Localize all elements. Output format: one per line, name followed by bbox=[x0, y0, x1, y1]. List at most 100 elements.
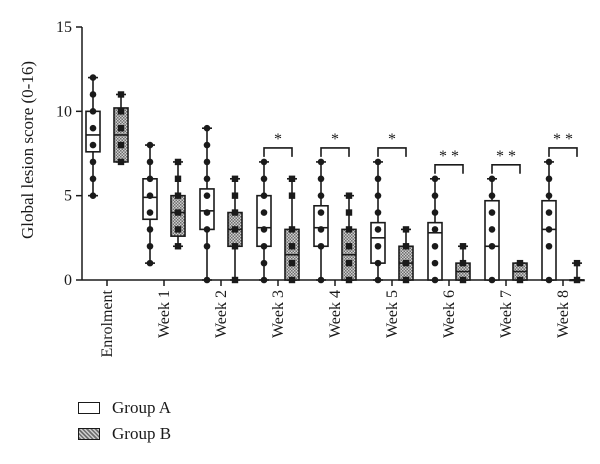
x-tick-label: Week 5 bbox=[384, 290, 401, 338]
data-point-group-b bbox=[459, 259, 467, 267]
data-point-group-b bbox=[516, 276, 524, 284]
y-tick-label: 15 bbox=[56, 19, 72, 36]
x-tick-label: Week 3 bbox=[270, 290, 287, 338]
significance-bracket bbox=[434, 164, 464, 174]
data-point-group-a bbox=[260, 209, 268, 216]
data-point-group-a bbox=[203, 192, 211, 199]
data-point-group-a bbox=[374, 242, 382, 250]
data-point-group-b bbox=[174, 192, 182, 199]
data-point-group-a bbox=[545, 192, 553, 199]
legend-item-group-a: Group A bbox=[78, 396, 171, 420]
significance-bracket bbox=[263, 147, 293, 157]
data-point-group-a bbox=[317, 158, 325, 166]
data-point-group-b bbox=[345, 276, 353, 284]
data-point-group-b bbox=[231, 175, 239, 182]
data-point-group-b bbox=[288, 226, 296, 233]
data-point-group-b bbox=[174, 209, 182, 216]
x-tick-label: Week 7 bbox=[498, 290, 515, 338]
data-point-group-a bbox=[203, 175, 211, 183]
data-point-group-a bbox=[203, 141, 211, 149]
data-point-group-a bbox=[431, 175, 439, 183]
data-point-group-b bbox=[117, 108, 125, 115]
data-point-group-a bbox=[431, 192, 439, 199]
data-point-group-a bbox=[89, 124, 97, 132]
data-point-group-a bbox=[203, 242, 211, 250]
data-point-group-a bbox=[374, 209, 382, 216]
legend-label-group-a: Group A bbox=[112, 398, 172, 417]
data-point-group-a bbox=[488, 175, 496, 183]
significance-label: * * bbox=[553, 131, 573, 148]
data-point-group-a bbox=[89, 158, 97, 166]
data-point-group-a bbox=[89, 108, 97, 115]
data-point-group-a bbox=[488, 242, 496, 250]
data-point-group-a bbox=[260, 192, 268, 199]
y-axis-title: Global lesion score (0-16) bbox=[18, 61, 37, 239]
data-point-group-b bbox=[174, 243, 182, 250]
data-point-group-b bbox=[117, 158, 125, 166]
data-point-group-b bbox=[117, 91, 125, 98]
data-point-group-a bbox=[260, 175, 268, 183]
data-point-group-b bbox=[345, 192, 353, 199]
data-point-group-b bbox=[231, 276, 239, 284]
data-point-group-a bbox=[146, 141, 154, 149]
data-point-group-b bbox=[231, 192, 239, 199]
data-point-group-b bbox=[345, 209, 353, 216]
data-point-group-a bbox=[431, 209, 439, 216]
data-point-group-a bbox=[374, 259, 382, 267]
data-point-group-b bbox=[516, 259, 524, 267]
legend: Group A Group B bbox=[78, 396, 171, 448]
data-point-group-a bbox=[260, 242, 268, 250]
data-point-group-a bbox=[488, 209, 496, 216]
data-point-group-b bbox=[459, 243, 467, 250]
legend-swatch-group-a bbox=[78, 402, 100, 414]
data-point-group-a bbox=[317, 192, 325, 199]
data-point-group-a bbox=[203, 209, 211, 216]
data-point-group-b bbox=[402, 276, 410, 284]
data-point-group-a bbox=[146, 175, 154, 183]
x-tick-label: Week 6 bbox=[441, 290, 458, 338]
data-point-group-b bbox=[345, 226, 353, 233]
data-point-group-a bbox=[146, 226, 154, 233]
data-point-group-b bbox=[288, 243, 296, 250]
data-point-group-a bbox=[488, 192, 496, 199]
legend-label-group-b: Group B bbox=[112, 424, 172, 443]
data-point-group-b bbox=[174, 158, 182, 166]
significance-bracket bbox=[377, 147, 407, 157]
significance-label: * bbox=[274, 131, 282, 148]
data-point-group-a bbox=[431, 259, 439, 267]
data-point-group-b bbox=[174, 226, 182, 233]
data-point-group-b bbox=[288, 276, 296, 284]
data-point-group-b bbox=[117, 141, 125, 149]
data-point-group-a bbox=[89, 74, 97, 81]
data-point-group-a bbox=[203, 226, 211, 233]
data-point-group-a bbox=[545, 226, 553, 233]
significance-label: * * bbox=[439, 148, 459, 165]
data-point-group-a bbox=[89, 141, 97, 149]
legend-item-group-b: Group B bbox=[78, 422, 171, 446]
data-point-group-a bbox=[317, 276, 325, 284]
data-point-group-a bbox=[431, 242, 439, 250]
y-tick-label: 5 bbox=[64, 188, 72, 205]
data-point-group-a bbox=[545, 242, 553, 250]
significance-label: * bbox=[388, 131, 396, 148]
significance-bracket bbox=[548, 147, 578, 157]
data-point-group-a bbox=[89, 91, 97, 98]
significance-bracket bbox=[491, 164, 521, 174]
data-point-group-b bbox=[459, 276, 467, 284]
data-point-group-a bbox=[146, 209, 154, 216]
data-point-group-a bbox=[146, 192, 154, 199]
x-tick-label: Week 2 bbox=[213, 290, 230, 338]
data-point-group-a bbox=[545, 209, 553, 216]
data-point-group-a bbox=[431, 276, 439, 284]
data-point-group-a bbox=[374, 192, 382, 199]
data-point-group-a bbox=[317, 209, 325, 216]
data-point-group-b bbox=[288, 259, 296, 267]
data-point-group-a bbox=[146, 158, 154, 166]
data-point-group-a bbox=[146, 242, 154, 250]
data-point-group-a bbox=[431, 226, 439, 233]
data-point-group-a bbox=[260, 158, 268, 166]
x-tick-label: Week 4 bbox=[327, 290, 344, 338]
data-point-group-a bbox=[203, 124, 211, 132]
data-point-group-a bbox=[317, 226, 325, 233]
